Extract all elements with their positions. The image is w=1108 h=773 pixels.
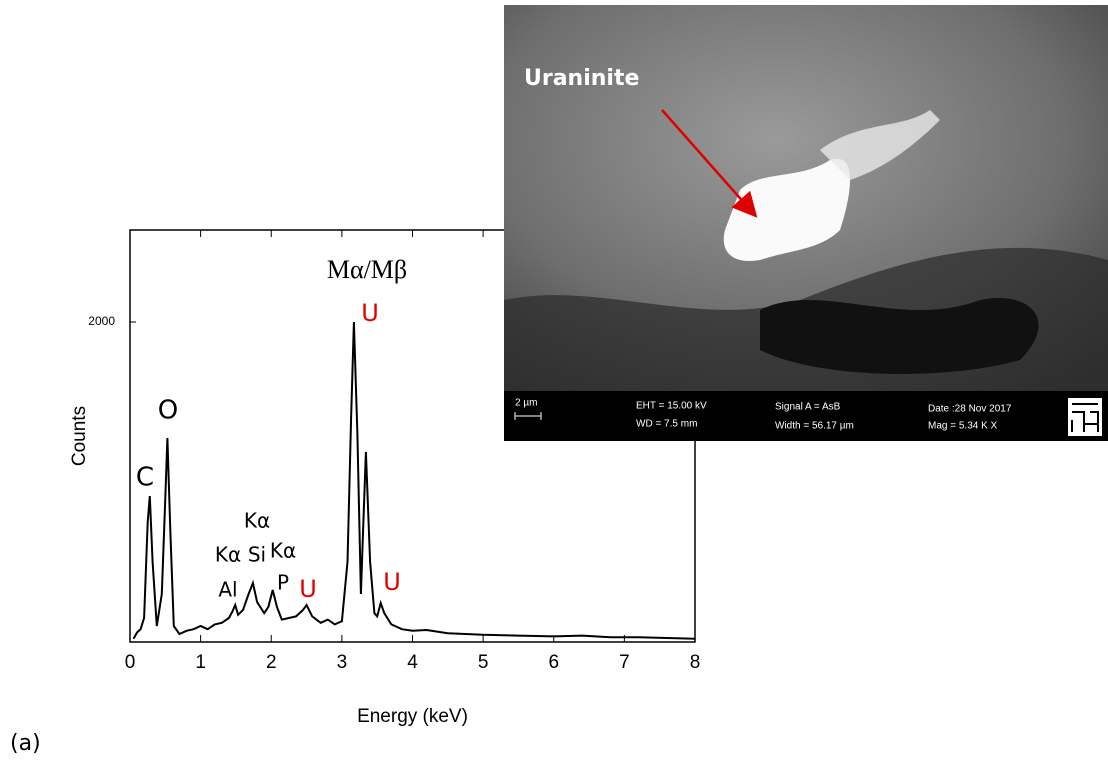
annotation: U: [383, 568, 401, 596]
x-tick-label: 0: [125, 652, 136, 673]
wd-text: WD = 7.5 mm: [636, 419, 697, 430]
x-tick-label: 2: [266, 652, 277, 673]
annotation: Kα: [215, 543, 241, 567]
date-text: Date :28 Nov 2017: [928, 404, 1012, 415]
annotation: Si: [248, 543, 266, 567]
arrow: [661, 109, 758, 218]
sem-pore: [760, 298, 1039, 374]
signal-text: Signal A = AsB: [775, 402, 841, 413]
uraninite-grain: [723, 158, 850, 261]
scale-text: 2 µm: [515, 398, 537, 409]
annotation: Kα: [244, 509, 270, 533]
x-tick-label: 7: [619, 652, 630, 673]
mag-text: Mag = 5.34 K X: [928, 421, 998, 432]
uraninite-specks: [820, 110, 940, 180]
y-axis-label: Counts: [69, 406, 90, 466]
x-tick-label: 5: [478, 652, 489, 673]
annotation: C: [136, 463, 154, 493]
x-axis-label: Energy (keV): [357, 706, 468, 727]
x-tick-label: 6: [548, 652, 559, 673]
annotation: Kα: [270, 539, 296, 563]
spectrum-line: [132, 321, 696, 640]
info-bar: [504, 391, 1108, 441]
inset-label: Uraninite: [524, 66, 639, 91]
annotation: U: [299, 575, 317, 603]
x-tick-label: 1: [195, 652, 206, 673]
annotation: U: [361, 299, 379, 327]
eht-text: EHT = 15.00 kV: [636, 401, 707, 412]
width-text: Width = 56.17 µm: [775, 421, 854, 432]
x-tick-label: 3: [337, 652, 348, 673]
annotation: P: [277, 571, 289, 595]
annotation: Mα/Mβ: [327, 255, 407, 284]
annotation: O: [158, 396, 178, 426]
x-tick-label: 8: [690, 652, 701, 673]
logo-mark: [1071, 403, 1099, 432]
scale-bar: [514, 412, 542, 420]
plot: 0 1 2 3 4 5 6 7 8 2000 Energy (keV) Counts (a) Mα/Mβ U…: [10, 229, 701, 756]
x-tick-label: 4: [407, 652, 418, 673]
annotation: Al: [218, 578, 237, 602]
y-tick-label: 2000: [88, 314, 115, 328]
panel-label: (a): [10, 731, 41, 756]
sem-image: Uraninite 2 µm EHT = 15.00 kV WD = 7.5 m…: [504, 5, 1108, 441]
